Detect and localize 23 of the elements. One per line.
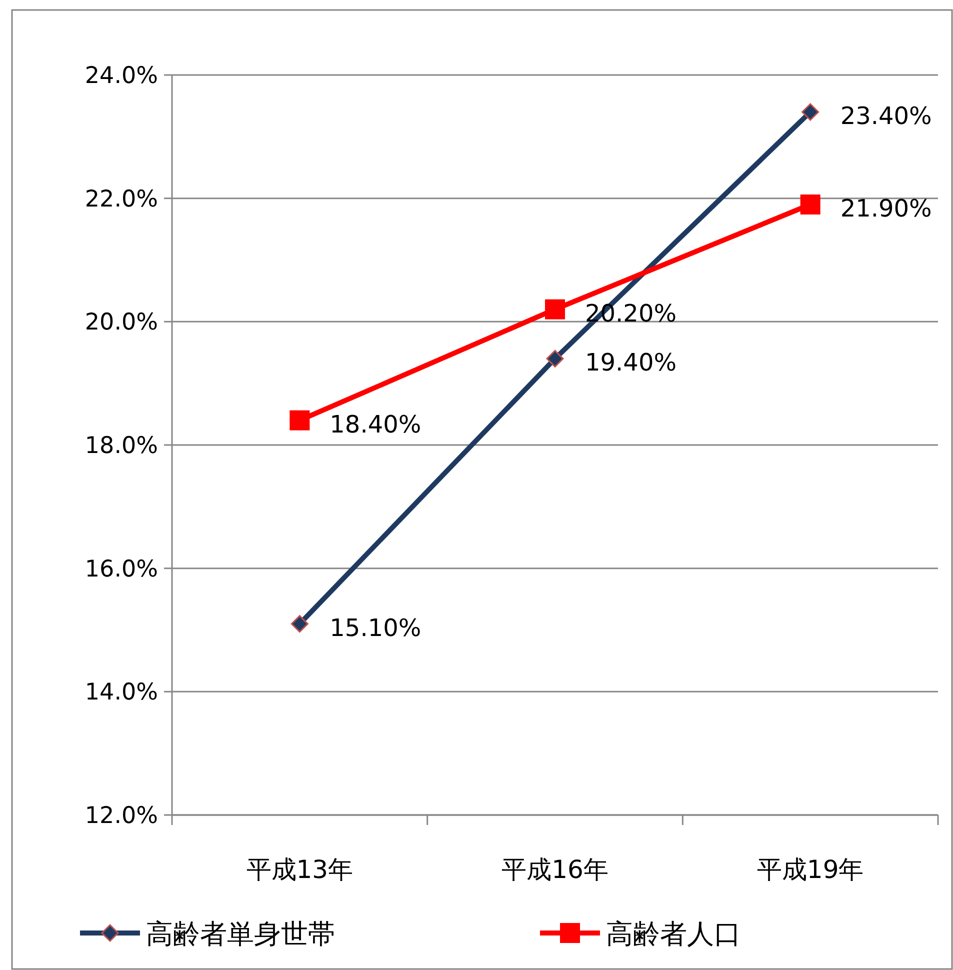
point bbox=[545, 299, 565, 320]
data-label: 18.40% bbox=[330, 410, 422, 438]
x-tick-label: 平成19年 bbox=[756, 855, 864, 884]
x-tick-label: 平成13年 bbox=[246, 855, 354, 884]
y-tick-label: 20.0% bbox=[84, 310, 158, 336]
x-tick-label: 平成16年 bbox=[502, 855, 608, 884]
point bbox=[290, 615, 308, 633]
data-label: 23.40% bbox=[840, 102, 932, 130]
y-tick-label: 24.0% bbox=[84, 63, 158, 89]
data-label: 19.40% bbox=[585, 348, 677, 377]
point bbox=[290, 410, 310, 430]
point bbox=[802, 103, 820, 121]
y-tick-label: 16.0% bbox=[84, 556, 158, 582]
y-tick-label: 14.0% bbox=[84, 680, 158, 706]
legend-label: 高齢者単身世帯 bbox=[146, 919, 335, 950]
data-label: 15.10% bbox=[330, 614, 422, 642]
y-tick-label: 18.0% bbox=[84, 433, 158, 459]
y-tick-label: 12.0% bbox=[84, 803, 158, 829]
data-label: 21.90% bbox=[840, 194, 932, 222]
point bbox=[800, 194, 820, 214]
point bbox=[546, 350, 564, 368]
y-tick-label: 22.0% bbox=[84, 186, 158, 212]
legend-label: 高齢者人口 bbox=[606, 919, 741, 950]
